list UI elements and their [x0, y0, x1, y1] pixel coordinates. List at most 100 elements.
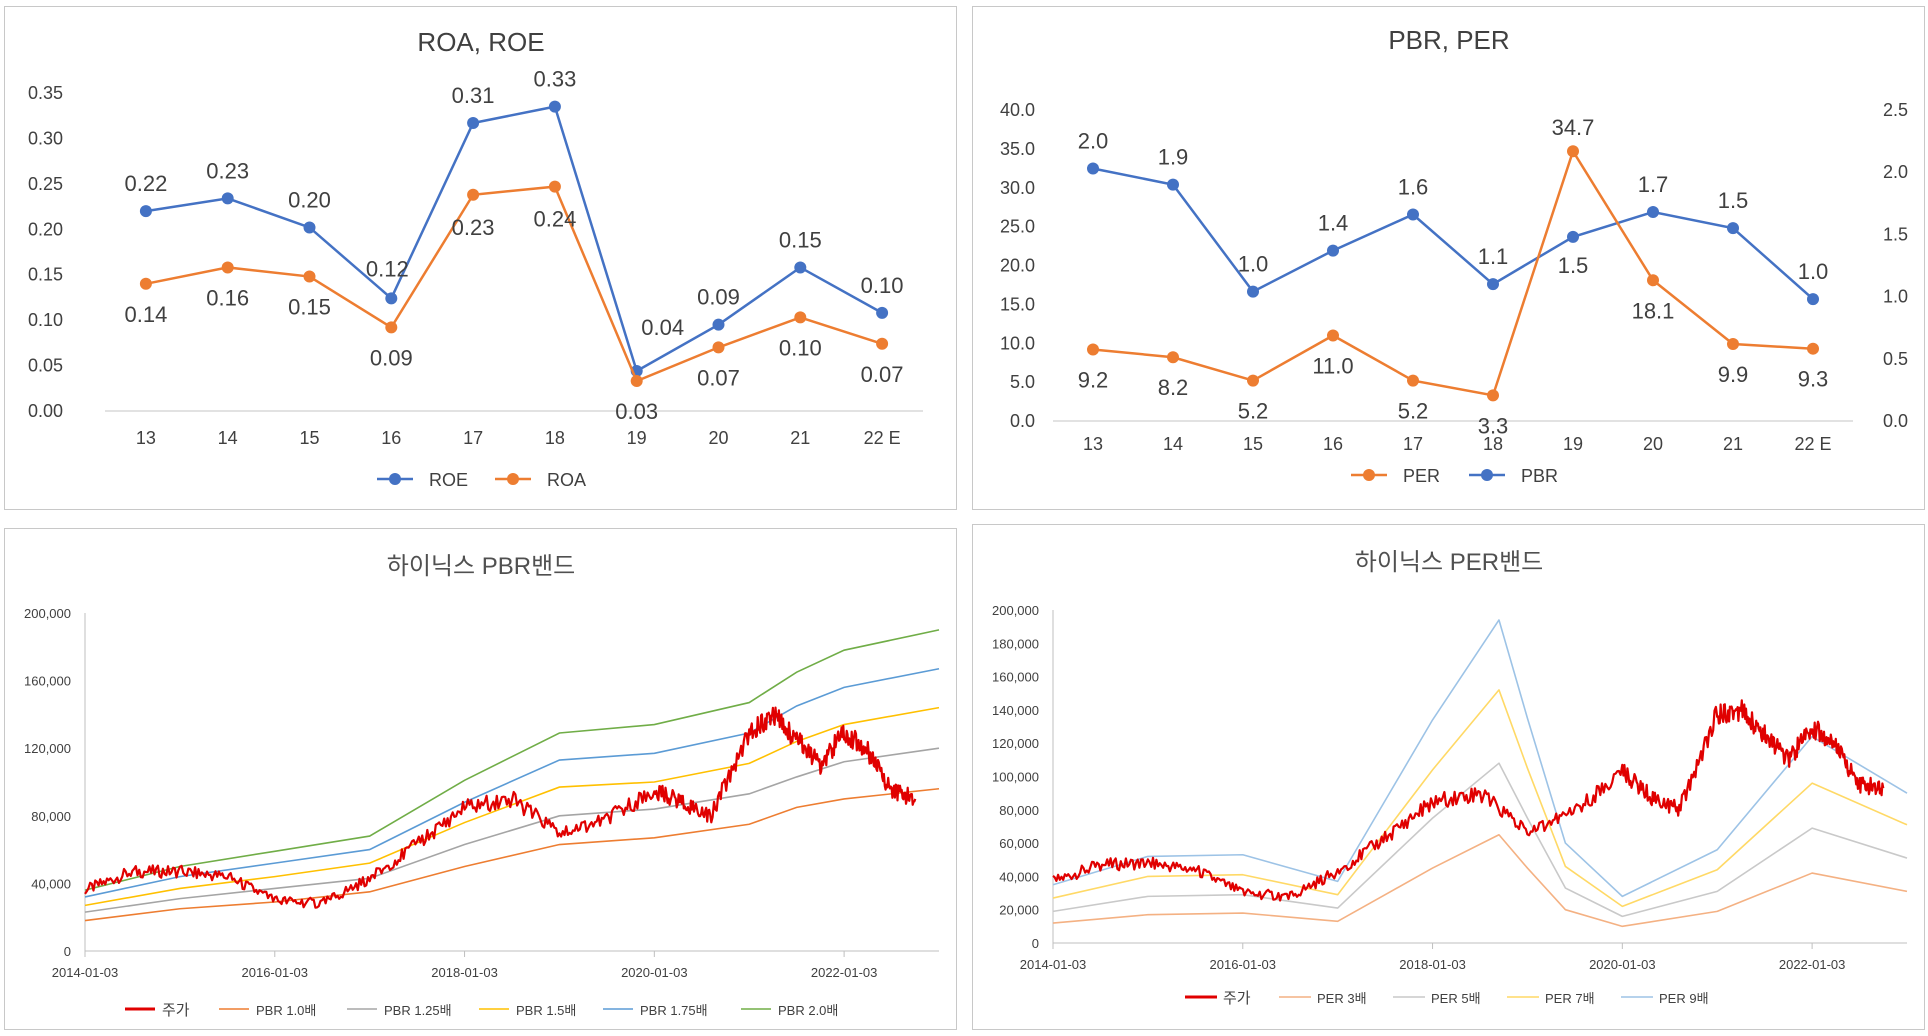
data-point-per	[1087, 343, 1099, 356]
x-tick-label: 21	[1723, 434, 1743, 454]
legend: 주가 PER 3배 PER 5배 PER 7배 PER 9배	[1185, 990, 1709, 1007]
data-point-roa	[548, 180, 561, 193]
data-label-roe: 0.10	[861, 273, 904, 298]
data-point-per	[1327, 329, 1339, 342]
y-right-tick-label: 2.0	[1883, 162, 1908, 182]
data-label-per: 9.3	[1798, 367, 1829, 392]
data-label-pbr: 1.7	[1638, 172, 1669, 197]
data-point-roe	[385, 292, 398, 305]
legend-roa-label: ROA	[547, 470, 586, 490]
y-left-tick-label: 0.0	[1010, 411, 1035, 431]
y-left-tick-label: 5.0	[1010, 372, 1035, 392]
x-tick-label: 2018-01-03	[431, 965, 498, 980]
data-label-roe: 0.22	[124, 171, 167, 196]
pbr-band-chart: 하이닉스 PBR밴드 200,000 160,000 120,000 80,000 40…	[24, 553, 940, 1019]
x-tick-label: 18	[1483, 434, 1503, 454]
band-line-pbr-1-0	[84, 787, 940, 922]
x-tick-label: 20	[708, 428, 728, 448]
pbr-per-chart-panel: PBR, PER 40.0 35.0 30.0 25.0 20.0 15.0 10.0 5.0…	[972, 6, 1925, 510]
data-label-per: 8.2	[1158, 375, 1189, 400]
y-tick-label: 0.35	[28, 83, 63, 103]
data-label-pbr: 1.5	[1718, 188, 1749, 213]
legend: ROE ROA	[377, 470, 586, 490]
x-tick-label: 2020-01-03	[621, 965, 688, 980]
data-point-roe	[876, 306, 889, 319]
series-line-roa	[145, 185, 883, 383]
y-tick-label: 0	[1032, 936, 1039, 951]
data-label-roe: 0.31	[452, 83, 495, 108]
price-line	[1052, 699, 1885, 902]
y-left-tick-label: 10.0	[1000, 333, 1035, 353]
data-point-pbr	[1727, 222, 1739, 235]
data-point-pbr	[1247, 285, 1259, 298]
data-point-pbr	[1087, 162, 1099, 175]
y-left-tick-label: 15.0	[1000, 294, 1035, 314]
legend-pbr20-label: PBR 2.0배	[778, 1003, 838, 1018]
x-tick-label: 22 E	[1794, 434, 1831, 454]
legend-roe-marker-icon	[389, 473, 401, 485]
data-label-roa: 0.23	[452, 215, 495, 240]
data-label-roa: 0.03	[615, 399, 658, 424]
data-point-pbr	[1647, 206, 1659, 219]
y-tick-label: 0.15	[28, 265, 63, 285]
data-label-roe: 0.04	[641, 315, 684, 340]
x-tick-label: 21	[790, 428, 810, 448]
y-left-tick-label: 20.0	[1000, 256, 1035, 276]
legend-pbr-label: PBR	[1521, 466, 1558, 486]
y-tick-label: 40,000	[31, 876, 71, 891]
y-tick-label: 0	[64, 944, 71, 959]
band-line-per-7	[1052, 689, 1908, 908]
y-tick-label: 0.00	[28, 401, 63, 421]
legend-price-label: 주가	[1223, 990, 1251, 1007]
legend-per9-label: PER 9배	[1659, 991, 1709, 1006]
x-tick-label: 14	[218, 428, 238, 448]
data-label-pbr: 1.5	[1558, 253, 1589, 278]
data-label-per: 34.7	[1552, 115, 1595, 140]
x-tick-label: 19	[627, 428, 647, 448]
x-tick-label: 18	[545, 428, 565, 448]
y-tick-label: 20,000	[999, 903, 1039, 918]
legend-pbr175-label: PBR 1.75배	[640, 1003, 708, 1018]
data-label-roe: 0.09	[697, 285, 740, 310]
x-tick-label: 20	[1643, 434, 1663, 454]
band-line-per-9	[1052, 619, 1908, 898]
y-right-tick-label: 1.5	[1883, 224, 1908, 244]
y-right-tick-label: 1.0	[1883, 287, 1908, 307]
legend-pbr15-label: PBR 1.5배	[516, 1003, 576, 1018]
y-tick-label: 140,000	[992, 703, 1039, 718]
data-point-roa	[876, 337, 889, 350]
data-point-per	[1647, 274, 1659, 287]
legend-pbr10-label: PBR 1.0배	[256, 1003, 316, 1018]
x-tick-label: 2016-01-03	[242, 965, 309, 980]
y-right-tick-label: 0.5	[1883, 349, 1908, 369]
data-point-roa	[712, 341, 725, 354]
x-tick-label: 14	[1163, 434, 1183, 454]
y-tick-label: 200,000	[24, 606, 71, 621]
band-line-pbr-2-0	[84, 629, 940, 891]
y-tick-label: 160,000	[24, 674, 71, 689]
data-point-per	[1487, 389, 1499, 402]
data-label-pbr: 1.6	[1398, 174, 1429, 199]
x-tick-label: 19	[1563, 434, 1583, 454]
data-label-pbr: 1.4	[1318, 211, 1349, 236]
data-label-roe: 0.15	[779, 227, 822, 252]
roa-roe-chart-panel: ROA, ROE 0.35 0.30 0.25 0.20 0.15 0.10 0.05 0.0…	[4, 6, 957, 510]
data-point-roa	[303, 270, 316, 283]
data-label-per: 11.0	[1312, 353, 1353, 378]
x-tick-label: 2016-01-03	[1210, 957, 1277, 972]
data-label-roa: 0.24	[533, 207, 576, 232]
x-tick-label: 2014-01-03	[52, 965, 119, 980]
y-left-tick-label: 35.0	[1000, 139, 1035, 159]
band-line-pbr-1-75	[84, 667, 940, 898]
data-point-roe	[548, 100, 561, 113]
y-tick-label: 200,000	[992, 603, 1039, 618]
legend-pbr125-label: PBR 1.25배	[384, 1003, 452, 1018]
x-tick-label: 13	[136, 428, 156, 448]
legend-per-label: PER	[1403, 466, 1440, 486]
legend-per-marker-icon	[1363, 469, 1375, 481]
legend-per5-label: PER 5배	[1431, 991, 1481, 1006]
y-left-tick-label: 40.0	[1000, 100, 1035, 120]
legend-per7-label: PER 7배	[1545, 991, 1595, 1006]
series-line-pbr	[1092, 167, 1814, 301]
data-label-per: 18.1	[1632, 298, 1675, 323]
